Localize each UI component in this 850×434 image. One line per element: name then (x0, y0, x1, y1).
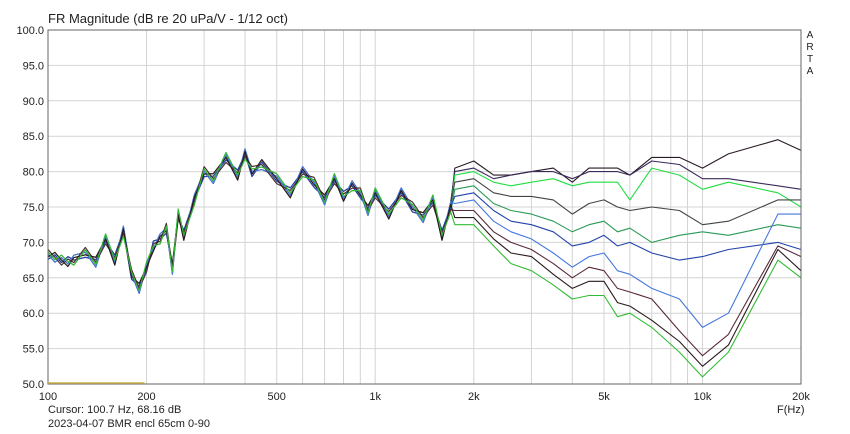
arta-letter: A (806, 66, 814, 77)
series-line (47, 155, 802, 357)
arta-letter: A (806, 30, 814, 41)
series-line (47, 155, 802, 289)
y-tick-label: 80.0 (23, 167, 44, 179)
x-tick-label: 20k (792, 391, 810, 403)
y-tick-label: 100.0 (16, 25, 44, 37)
y-tick-label: 60.0 (23, 308, 44, 320)
x-tick-label: 1k (369, 391, 381, 403)
grid-lines (47, 29, 802, 385)
y-tick-label: 90.0 (23, 96, 44, 108)
arta-letter: R (806, 42, 814, 53)
x-axis-label: F(Hz) (777, 404, 805, 416)
y-tick-label: 55.0 (23, 344, 44, 356)
arta-letter: T (806, 54, 814, 65)
x-tick-label: 100 (39, 391, 57, 403)
x-tick-labels: 100 200 500 1k 2k 5k 10k 20k (39, 391, 811, 403)
series-line (47, 148, 802, 294)
cursor-readout: Cursor: 100.7 Hz, 68.16 dB (48, 404, 182, 416)
y-tick-labels: 100.0 95.0 90.0 85.0 80.0 75.0 70.0 65.0 60.0 55.… (16, 25, 44, 391)
y-tick-label: 65.0 (23, 273, 44, 285)
series-lines (47, 139, 802, 378)
series-line (47, 151, 802, 292)
x-tick-label: 200 (137, 391, 155, 403)
y-tick-label: 85.0 (23, 131, 44, 143)
series-line (47, 151, 802, 378)
x-tick-label: 5k (598, 391, 610, 403)
measurement-caption: 2023-04-07 BMR encl 65cm 0-90 (48, 418, 211, 430)
arta-logo: A R T A (805, 30, 815, 78)
y-tick-label: 70.0 (23, 237, 44, 249)
plot-border (47, 29, 802, 385)
x-tick-label: 500 (268, 391, 286, 403)
x-tick-label: 2k (468, 391, 480, 403)
chart-title: FR Magnitude (dB re 20 uPa/V - 1/12 oct) (48, 11, 288, 26)
x-tick-label: 10k (694, 391, 712, 403)
plot-frame (47, 29, 802, 385)
y-tick-label: 50.0 (23, 379, 44, 391)
y-tick-label: 75.0 (23, 202, 44, 214)
y-tick-label: 95.0 (23, 60, 44, 72)
